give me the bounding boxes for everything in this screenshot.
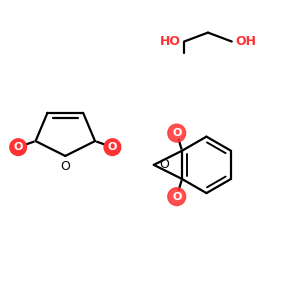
Text: O: O — [14, 142, 23, 152]
Circle shape — [10, 139, 26, 155]
Text: O: O — [159, 158, 169, 171]
Circle shape — [168, 188, 186, 206]
Text: O: O — [172, 128, 182, 138]
Text: OH: OH — [235, 35, 256, 48]
Circle shape — [168, 124, 186, 142]
Text: O: O — [108, 142, 117, 152]
Text: O: O — [60, 160, 70, 173]
Circle shape — [104, 139, 121, 155]
Text: HO: HO — [160, 35, 181, 48]
Text: O: O — [172, 192, 182, 202]
